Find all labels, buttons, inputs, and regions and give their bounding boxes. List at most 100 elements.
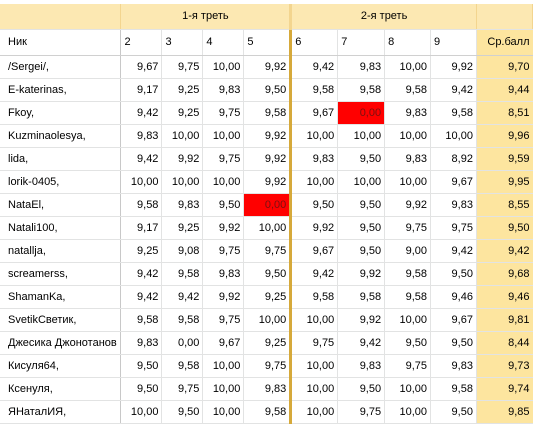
score-cell[interactable]: 9,58	[430, 101, 477, 125]
score-cell[interactable]: 9,75	[202, 101, 245, 125]
row-nick-cell[interactable]: Fkoy,	[0, 101, 122, 125]
score-cell[interactable]: 9,50	[290, 193, 339, 217]
score-cell[interactable]: 9,83	[337, 55, 386, 79]
score-cell[interactable]: 9,58	[290, 78, 339, 102]
score-cell[interactable]: 9,83	[384, 147, 432, 171]
score-cell[interactable]: 10,00	[290, 308, 339, 332]
score-cell[interactable]: 9,92	[161, 147, 204, 171]
score-cell[interactable]: 9,75	[202, 239, 245, 263]
score-cell[interactable]: 9,58	[161, 308, 204, 332]
score-cell[interactable]: 9,92	[202, 216, 245, 240]
average-cell[interactable]: 9,42	[476, 239, 533, 263]
score-cell[interactable]: 9,92	[430, 55, 477, 79]
score-cell[interactable]: 9,58	[337, 78, 386, 102]
score-cell[interactable]: 10,00	[384, 400, 432, 424]
score-cell[interactable]: 10,00	[202, 377, 245, 401]
score-cell[interactable]: 9,83	[202, 78, 245, 102]
score-cell[interactable]: 9,75	[161, 55, 204, 79]
score-cell[interactable]: 9,50	[337, 193, 386, 217]
score-cell[interactable]: 9,58	[243, 101, 293, 125]
score-cell[interactable]: 9,50	[337, 377, 386, 401]
score-cell[interactable]: 9,67	[290, 239, 339, 263]
header-col-2[interactable]: 2	[120, 29, 163, 56]
score-cell[interactable]: 9,83	[161, 193, 204, 217]
score-cell[interactable]: 10,00	[202, 55, 245, 79]
score-cell[interactable]: 10,00	[337, 124, 386, 148]
score-cell[interactable]: 9,75	[161, 377, 204, 401]
score-cell[interactable]: 9,67	[430, 170, 477, 194]
score-cell[interactable]: 9,58	[290, 285, 339, 309]
score-cell[interactable]: 9,58	[384, 262, 432, 286]
average-cell[interactable]: 8,51	[476, 101, 533, 125]
row-nick-cell[interactable]: Kuzminaolesya,	[0, 124, 122, 148]
score-cell[interactable]: 0,00	[337, 101, 386, 125]
score-cell[interactable]: 10,00	[337, 170, 386, 194]
score-cell[interactable]: 9,50	[337, 147, 386, 171]
score-cell[interactable]: 9,58	[120, 193, 163, 217]
score-cell[interactable]: 9,50	[243, 78, 293, 102]
score-cell[interactable]: 9,42	[430, 239, 477, 263]
score-cell[interactable]: 9,58	[384, 285, 432, 309]
score-cell[interactable]: 9,75	[384, 216, 432, 240]
score-cell[interactable]: 9,92	[202, 285, 245, 309]
score-cell[interactable]: 10,00	[202, 354, 245, 378]
group-third-2[interactable]: 2-я треть	[290, 4, 477, 30]
score-cell[interactable]: 9,25	[243, 285, 293, 309]
score-cell[interactable]: 9,58	[243, 400, 293, 424]
score-cell[interactable]: 10,00	[384, 170, 432, 194]
average-cell[interactable]: 9,74	[476, 377, 533, 401]
score-cell[interactable]: 9,92	[384, 193, 432, 217]
header-col-3[interactable]: 3	[161, 29, 204, 56]
header-nick[interactable]: Ник	[0, 29, 122, 56]
score-cell[interactable]: 9,42	[430, 78, 477, 102]
score-cell[interactable]: 9,25	[161, 78, 204, 102]
average-cell[interactable]: 9,44	[476, 78, 533, 102]
score-cell[interactable]: 10,00	[430, 124, 477, 148]
score-cell[interactable]: 10,00	[161, 124, 204, 148]
score-cell[interactable]: 9,92	[290, 216, 339, 240]
score-cell[interactable]: 0,00	[243, 193, 293, 217]
score-cell[interactable]: 9,42	[161, 285, 204, 309]
score-cell[interactable]: 9,83	[120, 124, 163, 148]
score-cell[interactable]: 10,00	[202, 170, 245, 194]
score-cell[interactable]: 9,58	[120, 308, 163, 332]
score-cell[interactable]: 9,00	[384, 239, 432, 263]
header-col-6[interactable]: 6	[290, 29, 339, 56]
score-cell[interactable]: 9,92	[243, 55, 293, 79]
row-nick-cell[interactable]: natallja,	[0, 239, 122, 263]
score-cell[interactable]: 10,00	[290, 170, 339, 194]
score-cell[interactable]: 9,25	[243, 331, 293, 355]
header-col-5[interactable]: 5	[243, 29, 293, 56]
row-nick-cell[interactable]: NataEl,	[0, 193, 122, 217]
average-cell[interactable]: 9,46	[476, 285, 533, 309]
score-cell[interactable]: 10,00	[202, 124, 245, 148]
score-cell[interactable]: 9,75	[243, 239, 293, 263]
score-cell[interactable]: 9,50	[430, 262, 477, 286]
score-cell[interactable]: 10,00	[384, 377, 432, 401]
score-cell[interactable]: 9,83	[430, 193, 477, 217]
score-cell[interactable]: 9,50	[120, 377, 163, 401]
score-cell[interactable]: 9,50	[430, 331, 477, 355]
average-cell[interactable]: 9,59	[476, 147, 533, 171]
row-nick-cell[interactable]: /Sergei/,	[0, 55, 122, 79]
score-cell[interactable]: 10,00	[384, 308, 432, 332]
score-cell[interactable]: 9,50	[337, 239, 386, 263]
score-cell[interactable]: 9,25	[161, 216, 204, 240]
score-cell[interactable]: 9,75	[290, 331, 339, 355]
average-cell[interactable]: 9,73	[476, 354, 533, 378]
score-cell[interactable]: 9,58	[161, 262, 204, 286]
score-cell[interactable]: 9,42	[120, 101, 163, 125]
row-nick-cell[interactable]: Ксенуля,	[0, 377, 122, 401]
score-cell[interactable]: 10,00	[120, 170, 163, 194]
score-cell[interactable]: 9,83	[337, 354, 386, 378]
score-cell[interactable]: 9,75	[243, 354, 293, 378]
row-nick-cell[interactable]: ShamanKa,	[0, 285, 122, 309]
score-cell[interactable]: 9,83	[430, 354, 477, 378]
row-nick-cell[interactable]: Natali100,	[0, 216, 122, 240]
score-cell[interactable]: 10,00	[243, 308, 293, 332]
header-col-4[interactable]: 4	[202, 29, 245, 56]
score-cell[interactable]: 9,50	[337, 216, 386, 240]
score-cell[interactable]: 9,67	[430, 308, 477, 332]
score-cell[interactable]: 9,92	[243, 170, 293, 194]
score-cell[interactable]: 10,00	[384, 124, 432, 148]
